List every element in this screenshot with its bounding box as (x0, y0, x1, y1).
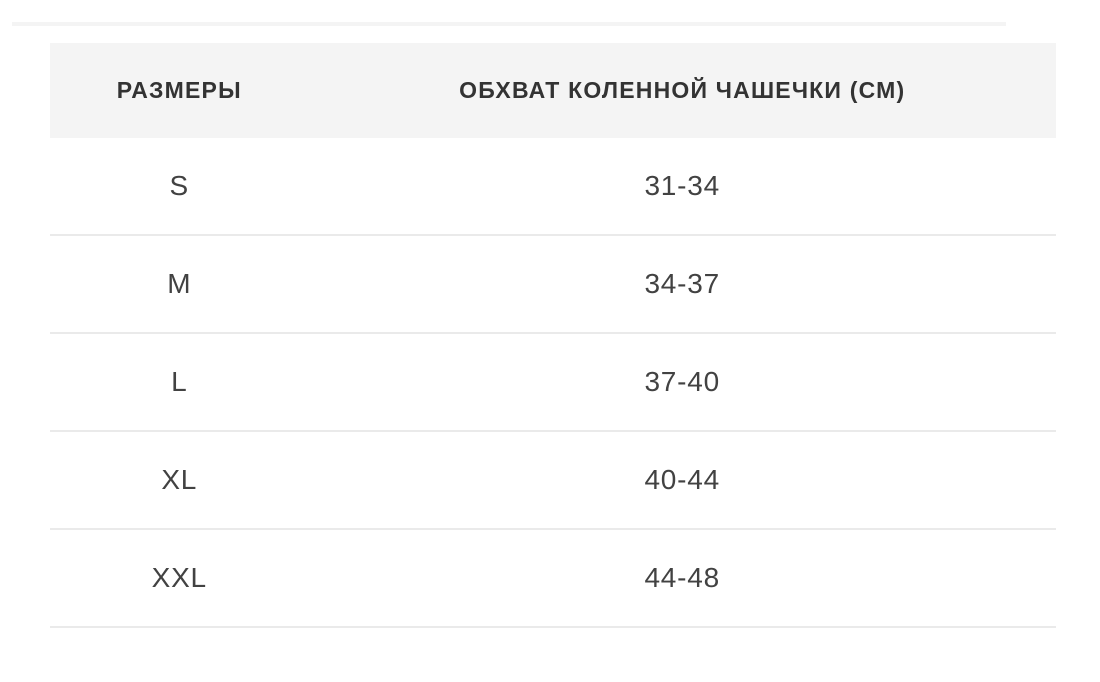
size-cell: XL (161, 464, 198, 495)
table-body: S 31-34 M 34-37 L 37-40 XL 40-44 XXL 44-48 (50, 138, 1056, 628)
size-cell: L (171, 366, 188, 397)
girth-cell: 44-48 (644, 562, 721, 593)
table-row: L 37-40 (50, 334, 1056, 432)
girth-cell: 40-44 (644, 464, 721, 495)
table-header-row: РАЗМЕРЫ ОБХВАТ КОЛЕННОЙ ЧАШЕЧКИ (СМ) (50, 43, 1056, 138)
table-row: S 31-34 (50, 138, 1056, 236)
table-row: XL 40-44 (50, 432, 1056, 530)
size-cell: S (169, 170, 189, 201)
column-header-girth: ОБХВАТ КОЛЕННОЙ ЧАШЕЧКИ (СМ) (459, 77, 906, 103)
size-table: РАЗМЕРЫ ОБХВАТ КОЛЕННОЙ ЧАШЕЧКИ (СМ) S 31… (50, 43, 1056, 628)
column-header-sizes: РАЗМЕРЫ (116, 77, 242, 103)
table-row: M 34-37 (50, 236, 1056, 334)
size-cell: M (167, 268, 192, 299)
size-cell: XXL (151, 562, 207, 593)
table-row: XXL 44-48 (50, 530, 1056, 628)
girth-cell: 34-37 (644, 268, 721, 299)
girth-cell: 31-34 (644, 170, 721, 201)
girth-cell: 37-40 (644, 366, 721, 397)
top-divider (12, 22, 1006, 26)
